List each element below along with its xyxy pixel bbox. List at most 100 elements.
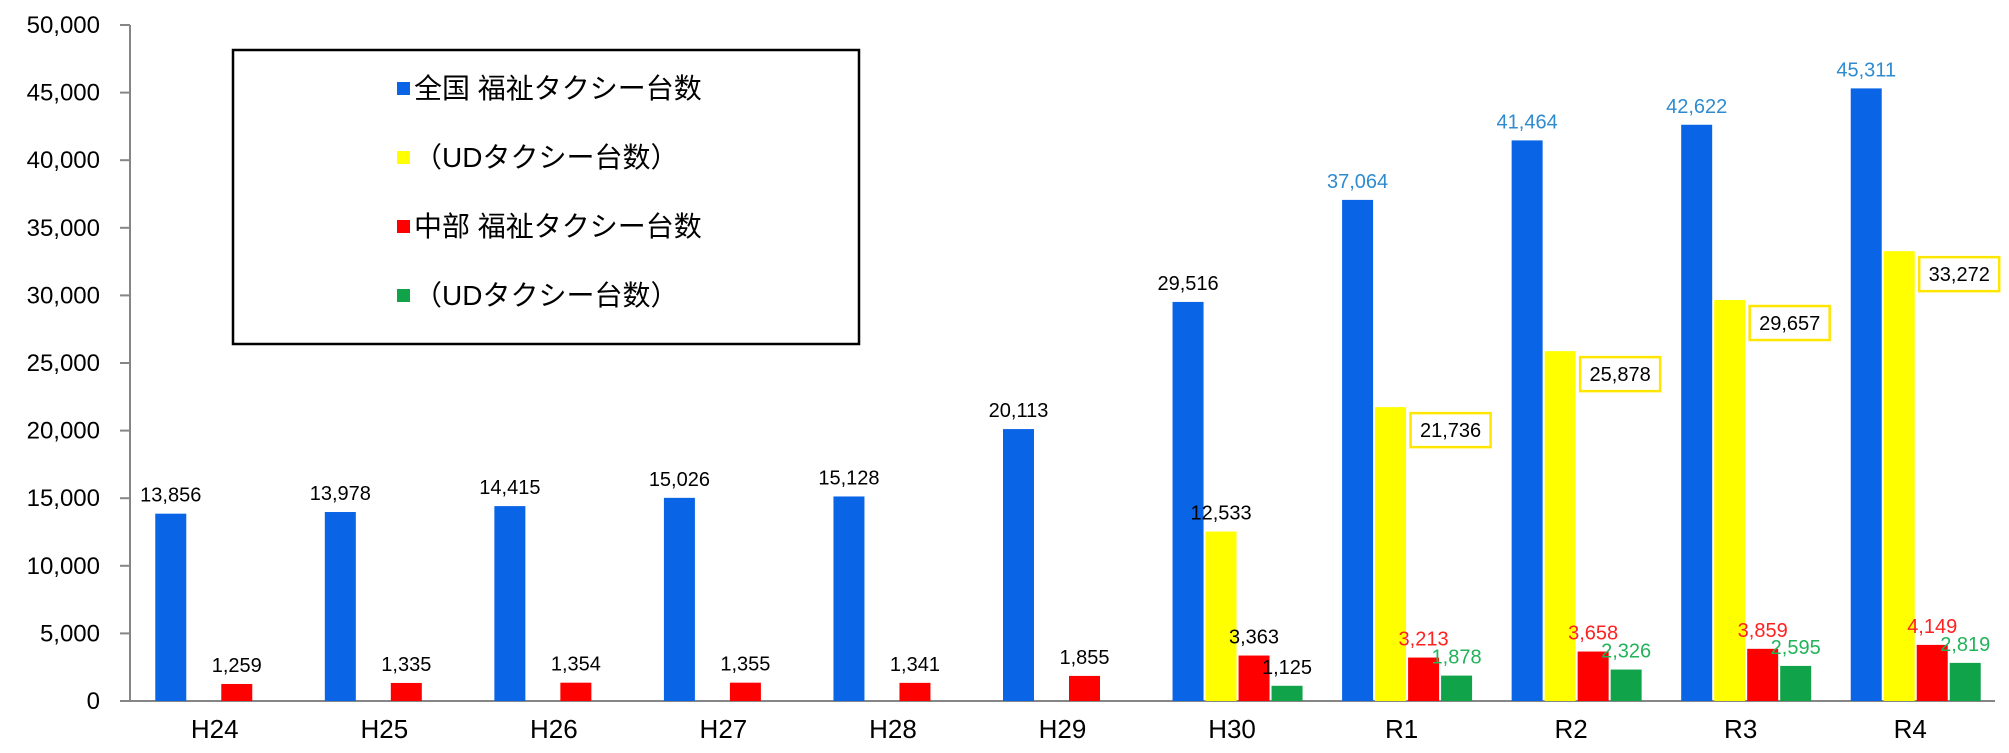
bar xyxy=(1883,251,1915,701)
bar xyxy=(663,497,695,701)
legend-label: 全国 福祉タクシー台数 xyxy=(414,73,702,104)
data-label: 33,272 xyxy=(1929,264,1990,286)
data-label: 2,819 xyxy=(1940,634,1990,656)
data-label: 29,657 xyxy=(1759,313,1820,335)
bar xyxy=(1375,407,1407,701)
bar xyxy=(1610,669,1642,701)
x-axis: H24 H25 H26 H27 H28 H29 H30 R1 R2 R3 R4 xyxy=(130,700,1995,744)
bar xyxy=(494,506,526,701)
bar xyxy=(1681,124,1713,702)
legend-swatch xyxy=(397,82,410,95)
bar xyxy=(1511,140,1543,701)
data-label-box xyxy=(1917,255,2001,293)
bar xyxy=(1342,199,1374,701)
bar xyxy=(155,513,187,701)
data-label: 20,113 xyxy=(989,400,1049,422)
bars-layer xyxy=(155,88,1981,702)
data-label: 3,213 xyxy=(1399,629,1449,651)
legend-swatch xyxy=(397,151,410,164)
data-label-box xyxy=(1748,304,1831,342)
y-tick-label: 30,000 xyxy=(27,282,100,309)
legend-label: （UDタクシー台数） xyxy=(414,280,678,311)
x-tick-label: H25 xyxy=(360,714,408,744)
bar xyxy=(1172,301,1204,701)
data-label: 1,125 xyxy=(1262,657,1312,679)
data-label: 29,516 xyxy=(1157,273,1218,295)
y-tick-label: 45,000 xyxy=(27,80,100,107)
data-label: 41,464 xyxy=(1497,111,1558,133)
data-label: 37,064 xyxy=(1327,171,1388,193)
bar xyxy=(729,682,761,701)
data-labels-layer: 13,856 13,978 14,415 15,026 15,128 20,113 29,5… xyxy=(140,59,2001,679)
bar xyxy=(221,683,253,701)
y-tick-label: 35,000 xyxy=(27,215,100,242)
y-tick-label: 0 xyxy=(87,688,100,715)
data-label: 14,415 xyxy=(479,477,540,499)
x-tick-label: R1 xyxy=(1385,714,1418,744)
data-label: 42,622 xyxy=(1666,96,1727,118)
bar xyxy=(833,496,865,701)
data-label: 12,533 xyxy=(1190,503,1251,525)
y-tick-label: 25,000 xyxy=(27,350,100,377)
data-label: 1,335 xyxy=(381,654,431,676)
bar xyxy=(1238,655,1270,701)
x-tick-label: R4 xyxy=(1894,714,1927,744)
data-label: 1,259 xyxy=(212,655,262,677)
bar xyxy=(1850,88,1882,702)
legend-box xyxy=(231,48,861,346)
bar xyxy=(899,682,931,701)
y-tick-label: 50,000 xyxy=(27,12,100,39)
data-label: 3,859 xyxy=(1738,620,1788,642)
data-label: 15,128 xyxy=(818,467,879,489)
legend: 全国 福祉タクシー台数 （UDタクシー台数） 中部 福祉タクシー台数 （UDタクシー台… xyxy=(231,48,861,346)
legend-label: 中部 福祉タクシー台数 xyxy=(414,211,702,242)
x-tick-label: H27 xyxy=(700,714,748,744)
x-tick-label: H24 xyxy=(191,714,239,744)
legend-swatch xyxy=(397,220,410,233)
data-label: 25,878 xyxy=(1590,364,1651,386)
y-tick-label: 20,000 xyxy=(27,418,100,445)
bar xyxy=(1949,662,1981,701)
legend-label: （UDタクシー台数） xyxy=(414,142,678,173)
data-label-box xyxy=(1409,411,1492,449)
x-tick-label: H29 xyxy=(1039,714,1087,744)
x-tick-label: H30 xyxy=(1208,714,1256,744)
data-label: 13,978 xyxy=(310,483,371,505)
bar xyxy=(1714,300,1746,701)
y-tick-label: 5,000 xyxy=(40,620,100,647)
bar xyxy=(1780,665,1812,701)
data-label: 21,736 xyxy=(1420,420,1481,442)
data-label: 1,878 xyxy=(1432,647,1482,669)
data-label: 1,354 xyxy=(551,654,601,676)
x-tick-label: R3 xyxy=(1724,714,1757,744)
data-label: 4,149 xyxy=(1907,616,1957,638)
y-tick-label: 40,000 xyxy=(27,147,100,174)
bar xyxy=(1408,657,1440,701)
data-label: 1,355 xyxy=(720,654,770,676)
data-label: 45,311 xyxy=(1836,59,1896,81)
data-label: 1,855 xyxy=(1059,647,1109,669)
bar xyxy=(324,512,356,701)
bar xyxy=(1544,351,1576,701)
bar xyxy=(1271,685,1303,701)
y-axis: 0 5,000 10,000 15,000 20,000 25,000 30,000 35,0… xyxy=(27,12,131,715)
data-label: 3,658 xyxy=(1568,623,1618,645)
data-label: 13,856 xyxy=(140,485,201,507)
data-label: 2,595 xyxy=(1771,637,1821,659)
x-tick-label: R2 xyxy=(1555,714,1588,744)
data-label: 2,326 xyxy=(1601,641,1651,663)
bar xyxy=(1747,648,1779,701)
bar xyxy=(1441,675,1473,701)
data-label-box xyxy=(1578,355,1662,393)
data-label: 1,341 xyxy=(890,654,940,676)
y-tick-label: 10,000 xyxy=(27,553,100,580)
bar xyxy=(1069,675,1100,701)
legend-swatch xyxy=(397,289,410,302)
bar xyxy=(1205,531,1237,701)
x-tick-label: H26 xyxy=(530,714,578,744)
data-label: 15,026 xyxy=(649,469,710,491)
bar xyxy=(390,682,422,701)
bar xyxy=(560,682,592,701)
data-label: 3,363 xyxy=(1229,627,1279,649)
